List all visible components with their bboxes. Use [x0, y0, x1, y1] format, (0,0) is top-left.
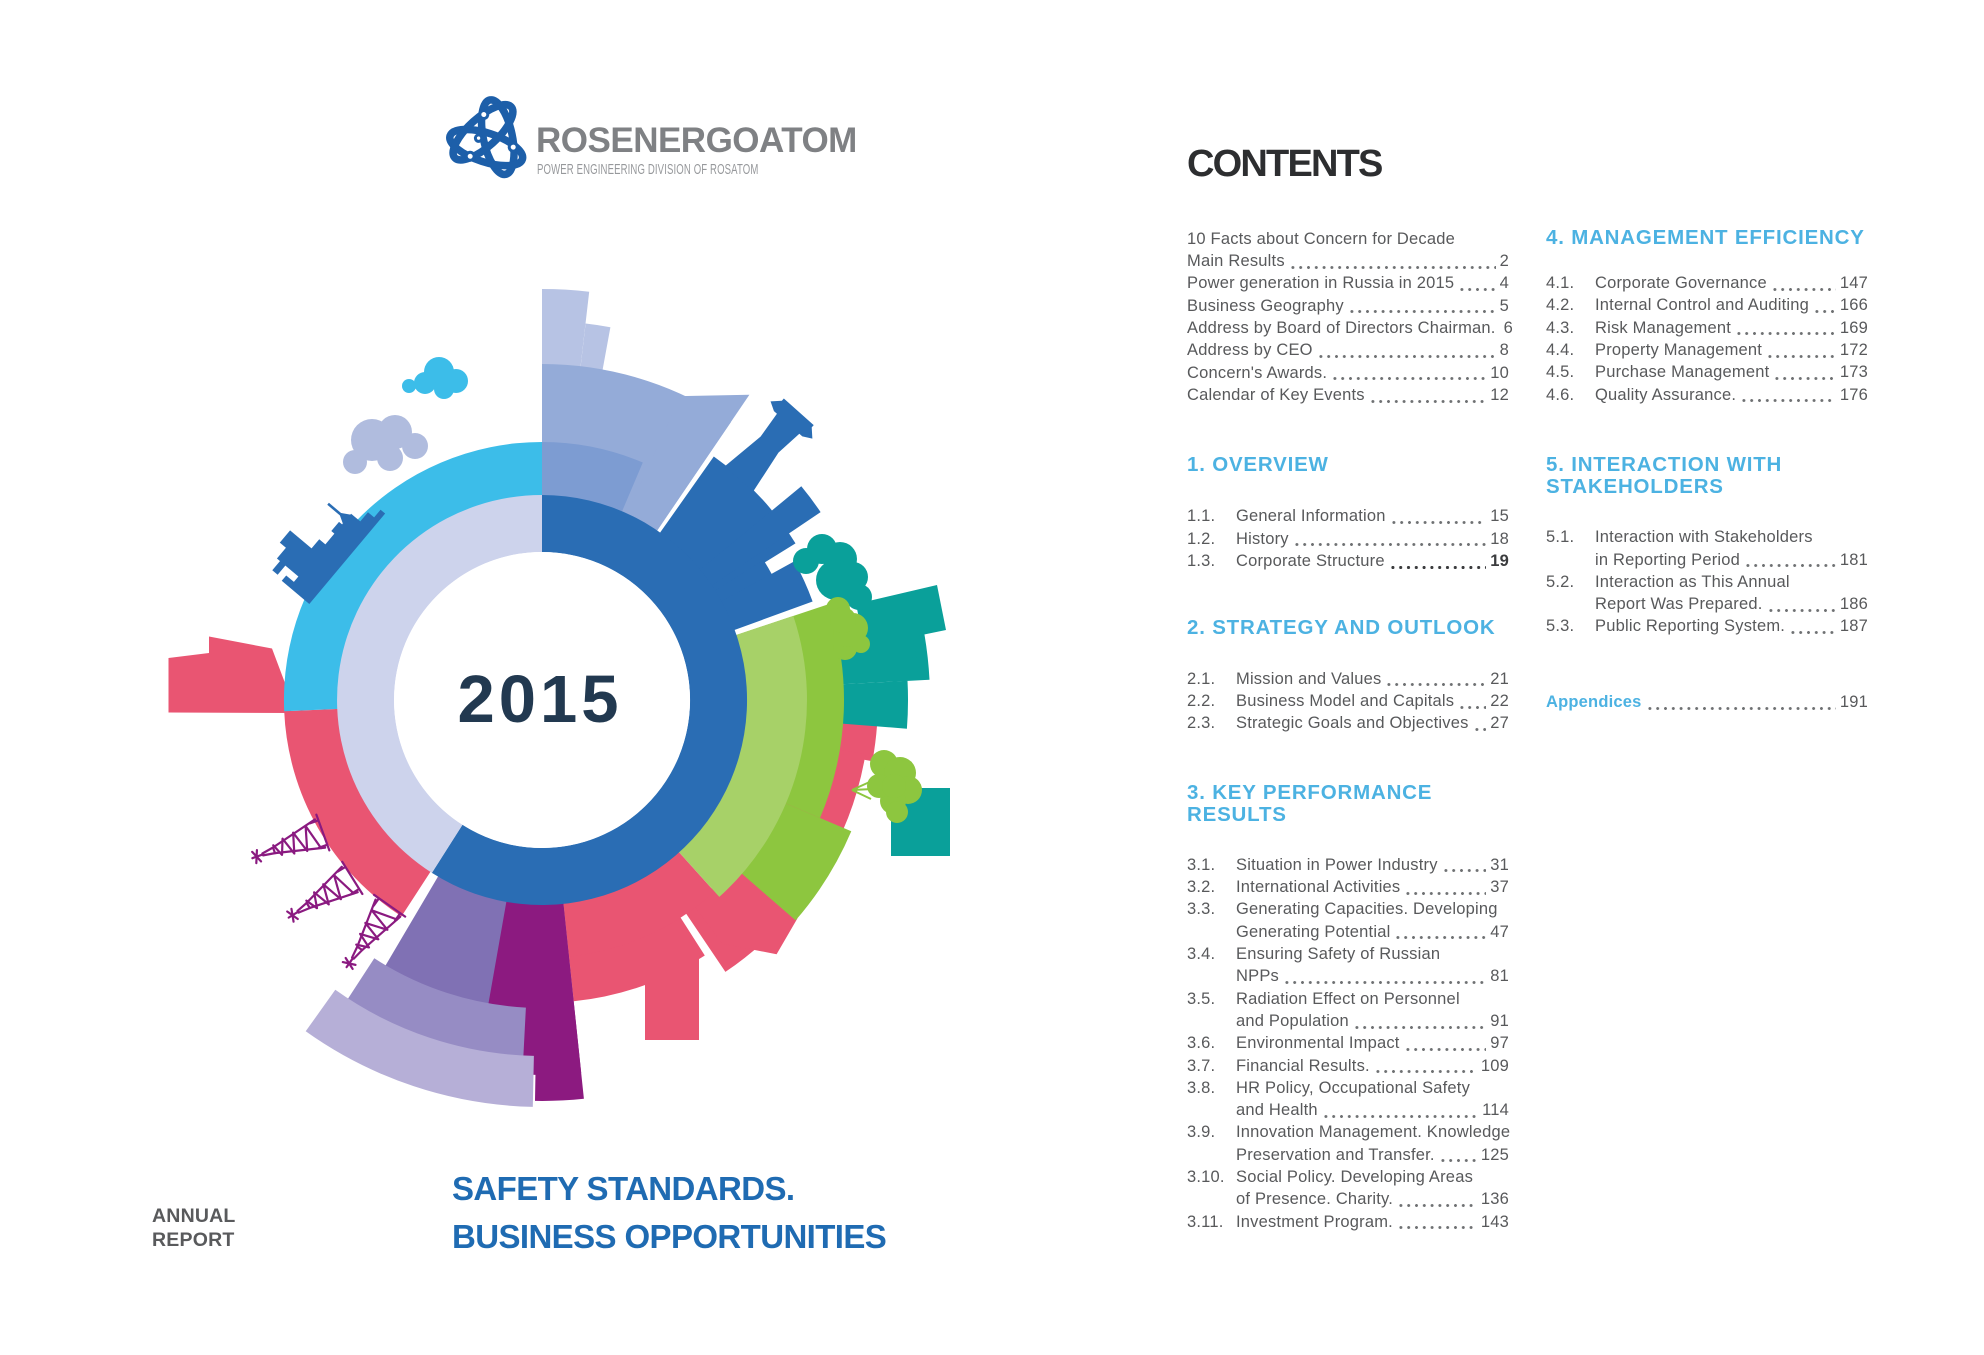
- svg-text:2015: 2015: [457, 662, 622, 737]
